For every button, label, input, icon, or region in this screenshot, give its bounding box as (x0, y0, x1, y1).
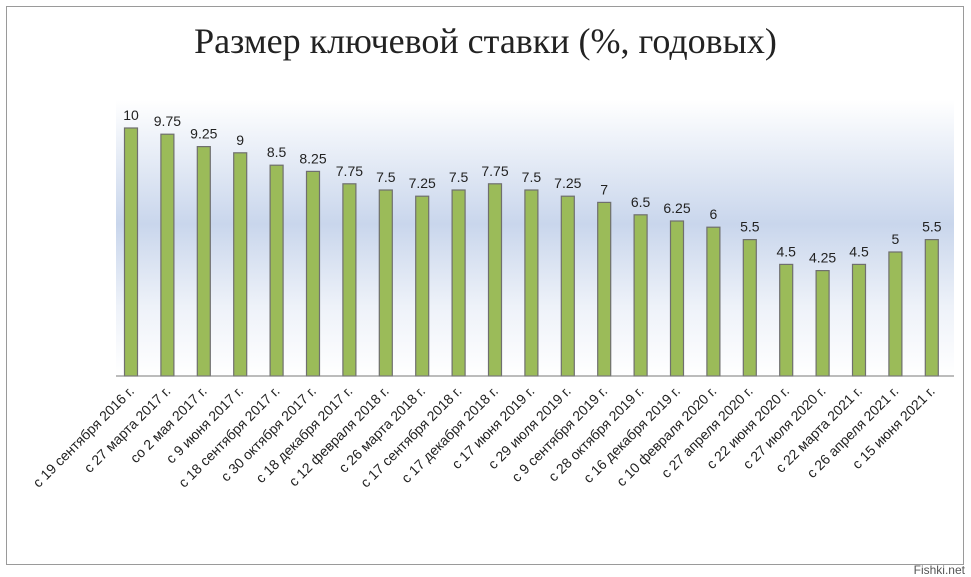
bar (415, 195, 430, 377)
data-label: 9.25 (190, 126, 217, 142)
data-label: 9.75 (154, 113, 181, 129)
data-label: 7.25 (554, 175, 581, 191)
data-label: 5.5 (922, 219, 942, 235)
data-label: 9 (236, 132, 244, 148)
bar (451, 189, 466, 377)
data-label: 5 (892, 231, 900, 247)
bar (924, 239, 939, 377)
data-label: 4.5 (849, 243, 869, 259)
data-label: 7.75 (481, 163, 508, 179)
bar (815, 270, 830, 377)
data-label: 7.5 (522, 169, 542, 185)
bar (123, 127, 139, 377)
data-label: 7.25 (409, 175, 436, 191)
bar (779, 263, 794, 377)
bar (560, 195, 575, 377)
bar (487, 183, 503, 377)
bar (378, 189, 393, 377)
bar (269, 164, 284, 377)
data-label: 5.5 (740, 219, 760, 235)
bar (633, 214, 648, 377)
data-label: 10 (123, 107, 139, 123)
data-label: 8.5 (267, 144, 287, 160)
bar (342, 183, 357, 377)
watermark: Fishki.net (913, 563, 965, 577)
bar (597, 201, 612, 377)
bar (233, 152, 248, 377)
bar (160, 133, 175, 377)
data-label: 7.5 (449, 169, 469, 185)
bar (524, 189, 539, 377)
bar (742, 239, 757, 377)
data-label: 7.75 (336, 163, 363, 179)
bar (669, 220, 685, 377)
bar (196, 146, 211, 377)
data-label: 6.5 (631, 194, 651, 210)
bar (851, 263, 867, 377)
bar (706, 226, 721, 377)
bar (888, 251, 903, 377)
data-label: 4.5 (776, 243, 796, 259)
data-label: 8.25 (299, 150, 326, 166)
bar (305, 170, 321, 377)
data-label: 4.25 (809, 250, 836, 266)
data-label: 6 (710, 206, 718, 222)
chart-title: Размер ключевой ставки (%, годовых) (194, 21, 777, 61)
data-label: 7.5 (376, 169, 396, 185)
data-label: 7 (600, 181, 608, 197)
data-label: 6.25 (663, 200, 690, 216)
